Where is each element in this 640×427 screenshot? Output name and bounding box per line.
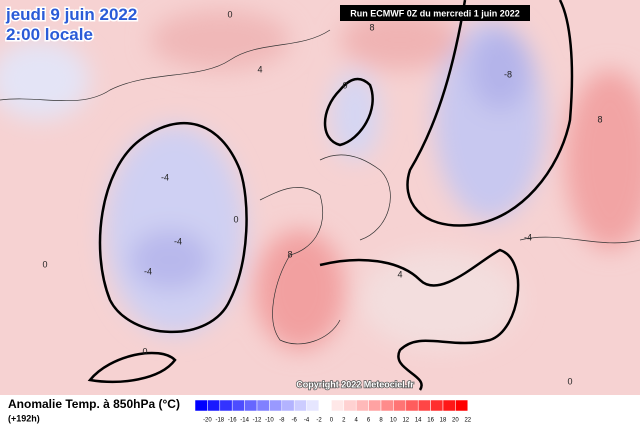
colorbar-cell (318, 399, 332, 412)
colorbar-tick-label: -2 (316, 418, 322, 424)
forecast-date: jeudi 9 juin 2022 (5, 5, 137, 24)
contour-label: 4 (257, 64, 262, 74)
colorbar-cell (293, 399, 307, 412)
colorbar-tick-label: 12 (402, 418, 409, 424)
colorbar-tick-label: 18 (440, 418, 447, 424)
colorbar-cell (380, 399, 394, 412)
contour-label: 0 (42, 259, 47, 269)
contour-label: 0 (227, 9, 232, 19)
colorbar-tick-label: 6 (367, 418, 371, 424)
colorbar-tick-label: -18 (215, 418, 224, 424)
colorbar-tick-label: 16 (427, 418, 434, 424)
run-box (340, 5, 530, 21)
contour-label: 0 (142, 346, 147, 356)
colorbar-tick-label: -8 (279, 418, 285, 424)
colorbar-cell (306, 399, 320, 412)
colorbar-cell (430, 399, 444, 412)
colorbar-cell (405, 399, 419, 412)
colorbar-cell (231, 399, 245, 412)
contour-label: 8 (287, 249, 292, 259)
colorbar-tick-label: 22 (464, 418, 471, 424)
contour-label: 0 (567, 376, 572, 386)
anomaly-field (0, 10, 640, 350)
colorbar-cell (455, 399, 469, 412)
colorbar-cell (355, 399, 369, 412)
colorbar-cell (393, 399, 407, 412)
contour-label: 0 (342, 80, 347, 90)
lead-time: (+192h) (8, 413, 40, 423)
forecast-time: 2:00 locale (6, 25, 93, 44)
contour-label: -4 (144, 266, 152, 276)
colorbar-tick-label: 10 (390, 418, 397, 424)
run-label: Run ECMWF 0Z du mercredi 1 juin 2022 (350, 8, 520, 18)
contour-label: 0 (233, 214, 238, 224)
colorbar-tick-label: -20 (203, 418, 212, 424)
colorbar-tick-label: -12 (253, 418, 262, 424)
colorbar-cell (256, 399, 270, 412)
legend-title: Anomalie Temp. à 850hPa (°C) (8, 397, 180, 411)
zero-contours (87, 0, 574, 391)
contour-label: -8 (504, 69, 512, 79)
copyright: Copyright 2022 Meteociel.fr (296, 379, 414, 389)
colorbar-cell (269, 399, 283, 412)
colorbar-tick-label: -16 (228, 418, 237, 424)
colorbar-cell (281, 399, 295, 412)
colorbar-cell (194, 399, 208, 412)
colorbar-tick-label: 2 (342, 418, 346, 424)
colorbar-tick-label: -14 (240, 418, 249, 424)
colorbar-tick-label: -6 (292, 418, 298, 424)
colorbar-cell (207, 399, 221, 412)
contour-label: 8 (369, 22, 374, 32)
colorbar-tick-label: -4 (304, 418, 310, 424)
colorbar-cell (331, 399, 345, 412)
contour-label: 4 (397, 269, 402, 279)
contour-label: -4 (524, 232, 532, 242)
colorbar-cell (417, 399, 431, 412)
colorbar-tick-label: 8 (379, 418, 383, 424)
colorbar-tick-label: 0 (330, 418, 334, 424)
contour-label: 8 (597, 114, 602, 124)
colorbar-tick-label: -10 (265, 418, 274, 424)
colorbar-cell (244, 399, 258, 412)
colorbar-cell (368, 399, 382, 412)
coastlines (0, 29, 640, 345)
contour-label: -4 (174, 236, 182, 246)
colorbar-tick-label: 20 (452, 418, 459, 424)
colorbar-cell (343, 399, 357, 412)
colorbar-tick-label: 4 (355, 418, 359, 424)
colorbar-tick-label: 14 (415, 418, 422, 424)
colorbar-cell (219, 399, 233, 412)
colorbar-cell (442, 399, 456, 412)
contour-label: -4 (161, 172, 169, 182)
